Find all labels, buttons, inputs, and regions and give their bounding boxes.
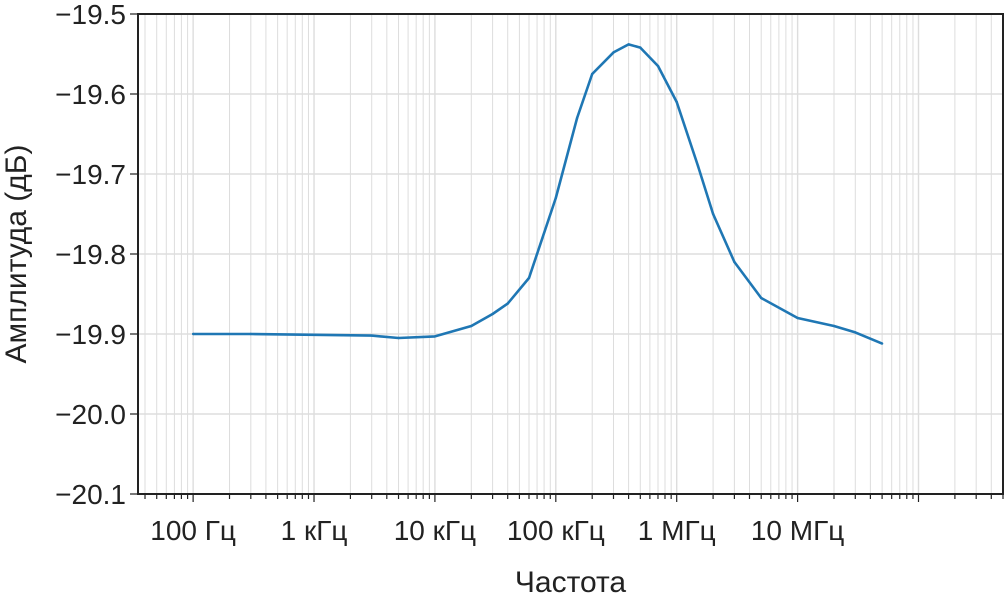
axis-ticks xyxy=(130,13,1004,502)
y-tick-label: −19.8 xyxy=(55,239,126,270)
x-tick-label: 10 МГц xyxy=(751,515,844,546)
data-point xyxy=(760,296,763,300)
data-point xyxy=(433,335,437,338)
y-tick-label: −20.1 xyxy=(55,479,126,510)
data-point xyxy=(312,333,316,336)
plot-frame xyxy=(137,13,1004,495)
grid xyxy=(138,13,1004,495)
x-tick-labels: 100 Гц 1 кГц 10 кГц 100 кГц 1 МГц 10 МГц xyxy=(150,515,844,546)
y-tick-label: −19.7 xyxy=(55,159,126,190)
data-point xyxy=(675,100,678,104)
data-point xyxy=(397,336,400,340)
data-point xyxy=(191,332,195,336)
y-tick-label: −19.9 xyxy=(55,319,126,350)
data-point xyxy=(491,312,494,316)
data-point xyxy=(796,316,799,320)
data-point xyxy=(554,196,558,200)
data-point xyxy=(612,51,615,54)
y-tick-label: −20.0 xyxy=(55,399,126,430)
y-axis-title: Амплитуда (дБ) xyxy=(0,145,33,364)
data-point xyxy=(880,342,884,345)
x-tick-label: 1 МГц xyxy=(638,515,716,546)
x-tick-label: 10 кГц xyxy=(394,515,476,546)
data-point xyxy=(656,64,660,68)
y-tick-labels: −19.5 −19.6 −19.7 −19.8 −19.9 −20.0 −20.1 xyxy=(55,0,126,510)
data-point xyxy=(591,72,594,76)
data-point xyxy=(639,46,642,49)
data-point xyxy=(506,302,509,305)
x-tick-label: 100 Гц xyxy=(150,515,236,546)
data-point xyxy=(249,332,253,336)
data-point xyxy=(711,212,715,216)
data-point xyxy=(733,260,736,264)
series-layer xyxy=(191,43,884,345)
x-tick-label: 1 кГц xyxy=(281,515,348,546)
data-point xyxy=(832,324,836,328)
y-tick-label: −19.5 xyxy=(55,0,126,30)
data-point xyxy=(370,334,373,337)
y-tick-label: −19.6 xyxy=(55,79,126,110)
data-point xyxy=(575,116,579,120)
data-point xyxy=(527,276,531,280)
data-point xyxy=(696,164,700,168)
series-line xyxy=(193,43,883,345)
data-point xyxy=(627,43,630,46)
x-tick-label: 100 кГц xyxy=(507,515,605,546)
x-axis-title: Частота xyxy=(515,566,627,596)
data-point xyxy=(470,324,473,328)
data-point xyxy=(854,331,857,334)
